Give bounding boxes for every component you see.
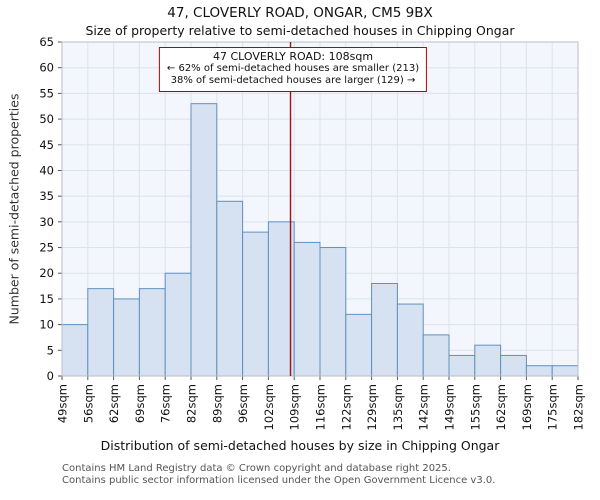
- x-axis-label: Distribution of semi-detached houses by …: [100, 438, 500, 453]
- y-tick-label: 30: [39, 215, 54, 229]
- x-tick-label: 182sqm: [572, 384, 586, 430]
- x-tick-label: 162sqm: [494, 384, 508, 430]
- chart-subtitle: Size of property relative to semi-detach…: [85, 23, 515, 38]
- y-tick-label: 0: [47, 369, 54, 383]
- x-tick-label: 89sqm: [210, 384, 224, 423]
- x-tick-label: 175sqm: [546, 384, 560, 430]
- annotation-larger-stat: 38% of semi-detached houses are larger (…: [170, 75, 416, 86]
- x-tick-label: 116sqm: [314, 384, 328, 430]
- bar-155sqm: [474, 344, 502, 377]
- bar-149sqm: [448, 354, 476, 377]
- x-tick-label: 102sqm: [262, 384, 276, 430]
- footer-line-2: Contains public sector information licen…: [62, 474, 496, 486]
- bar-122sqm: [345, 313, 373, 377]
- y-tick-label: 15: [39, 292, 54, 306]
- annotation-property-label: 47 CLOVERLY ROAD: 108sqm: [212, 50, 374, 63]
- marker-annotation-box: 47 CLOVERLY ROAD: 108sqm ← 62% of semi-d…: [158, 47, 428, 92]
- y-tick-label: 5: [47, 343, 54, 357]
- y-tick-label: 45: [39, 138, 54, 152]
- bar-56sqm: [87, 288, 115, 377]
- x-tick-label: 82sqm: [185, 384, 199, 423]
- y-tick-label: 10: [39, 318, 54, 332]
- bar-49sqm: [61, 324, 89, 377]
- x-tick-label: 109sqm: [288, 384, 302, 430]
- y-tick-label: 60: [39, 61, 54, 75]
- attribution-footer: Contains HM Land Registry data © Crown c…: [62, 463, 495, 486]
- x-tick-label: 129sqm: [365, 384, 379, 430]
- bar-89sqm: [216, 200, 244, 377]
- bar-82sqm: [190, 103, 218, 377]
- bar-62sqm: [113, 298, 140, 377]
- bar-69sqm: [138, 288, 166, 377]
- x-tick-label: 62sqm: [107, 384, 121, 423]
- x-tick-label: 56sqm: [81, 384, 95, 423]
- bar-129sqm: [371, 283, 398, 377]
- histogram-chart: 0 5 10 15 20 25 30 35 40 45 50 55 60 65 49sqm 56sqm 62sq…: [39, 35, 586, 430]
- x-tick-label: 96sqm: [236, 384, 250, 423]
- bar-142sqm: [422, 334, 450, 377]
- x-tick-label: 76sqm: [159, 384, 173, 423]
- bar-116sqm: [319, 247, 347, 377]
- bar-135sqm: [396, 303, 424, 377]
- bar-162sqm: [500, 354, 527, 377]
- y-axis-label: Number of semi-detached properties: [6, 93, 22, 325]
- x-tick-label: 69sqm: [133, 384, 147, 423]
- y-tick-label: 35: [39, 189, 54, 203]
- y-tick-label: 55: [39, 86, 54, 100]
- bar-96sqm: [242, 231, 269, 377]
- bar-175sqm: [551, 365, 579, 377]
- x-tick-label: 142sqm: [417, 384, 431, 430]
- x-tick-label: 122sqm: [339, 384, 353, 430]
- bar-109sqm: [293, 241, 321, 377]
- x-tick-label: 155sqm: [468, 384, 482, 430]
- bar-76sqm: [164, 272, 192, 377]
- y-tick-label: 20: [39, 266, 54, 280]
- x-tick-label: 49sqm: [56, 384, 70, 423]
- bar-169sqm: [525, 365, 553, 377]
- plot-border: [61, 41, 579, 377]
- annotation-smaller-stat: ← 62% of semi-detached houses are smalle…: [166, 63, 420, 74]
- y-tick-label: 25: [39, 241, 54, 255]
- y-tick-label: 40: [39, 163, 54, 177]
- chart-title: 47, CLOVERLY ROAD, ONGAR, CM5 9BX: [167, 5, 433, 21]
- y-tick-label: 65: [39, 35, 54, 49]
- y-tick-label: 50: [39, 112, 54, 126]
- footer-line-1: Contains HM Land Registry data © Crown c…: [62, 463, 451, 474]
- x-tick-label: 169sqm: [520, 384, 534, 430]
- x-tick-label: 135sqm: [391, 384, 405, 430]
- x-tick-label: 149sqm: [443, 384, 457, 430]
